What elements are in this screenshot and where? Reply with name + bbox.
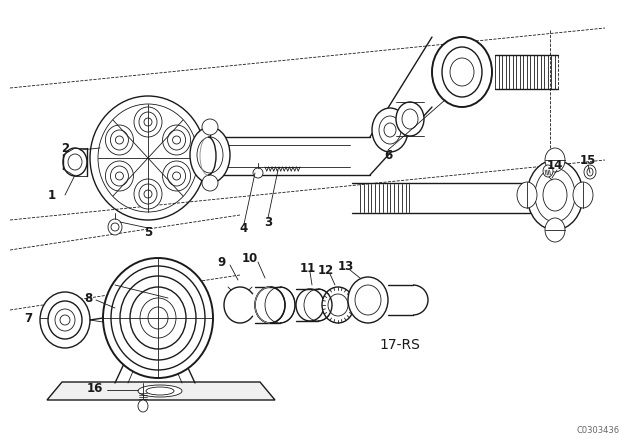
Text: 3: 3: [264, 215, 272, 228]
Ellipse shape: [103, 258, 213, 378]
Text: 7: 7: [24, 311, 32, 324]
Ellipse shape: [173, 136, 180, 144]
Text: 2: 2: [61, 142, 69, 155]
Text: 5: 5: [144, 225, 152, 238]
Ellipse shape: [202, 175, 218, 191]
Text: 12: 12: [318, 263, 334, 276]
Ellipse shape: [163, 125, 191, 155]
Text: C0303436: C0303436: [577, 426, 620, 435]
Ellipse shape: [108, 219, 122, 235]
Ellipse shape: [120, 276, 196, 360]
Ellipse shape: [253, 168, 263, 178]
Text: 13: 13: [338, 259, 354, 272]
Ellipse shape: [163, 161, 191, 191]
Ellipse shape: [115, 136, 124, 144]
Ellipse shape: [322, 287, 354, 323]
Ellipse shape: [517, 182, 537, 208]
Text: 8: 8: [84, 292, 92, 305]
Text: 15: 15: [580, 154, 596, 167]
Ellipse shape: [190, 127, 230, 183]
Text: 10: 10: [242, 251, 258, 264]
Ellipse shape: [202, 119, 218, 135]
Text: 4: 4: [240, 221, 248, 234]
Ellipse shape: [55, 309, 75, 331]
Text: 6: 6: [384, 148, 392, 161]
Ellipse shape: [63, 148, 87, 176]
Text: 1: 1: [48, 189, 56, 202]
Ellipse shape: [115, 172, 124, 180]
Text: 11: 11: [300, 262, 316, 275]
Ellipse shape: [138, 400, 148, 412]
Text: 14: 14: [547, 159, 563, 172]
Ellipse shape: [106, 161, 133, 191]
Ellipse shape: [173, 172, 180, 180]
Ellipse shape: [144, 190, 152, 198]
Ellipse shape: [255, 287, 285, 323]
Ellipse shape: [573, 182, 593, 208]
Ellipse shape: [584, 165, 596, 179]
Ellipse shape: [140, 298, 176, 338]
Ellipse shape: [432, 37, 492, 107]
Ellipse shape: [134, 179, 162, 209]
Ellipse shape: [396, 102, 424, 136]
Text: 9: 9: [218, 255, 226, 268]
Text: 17-RS: 17-RS: [380, 338, 420, 352]
Ellipse shape: [527, 160, 583, 230]
Ellipse shape: [40, 292, 90, 348]
Ellipse shape: [296, 289, 324, 321]
Ellipse shape: [348, 277, 388, 323]
Ellipse shape: [372, 108, 408, 152]
Ellipse shape: [138, 385, 182, 397]
Ellipse shape: [144, 118, 152, 126]
Ellipse shape: [545, 218, 565, 242]
Ellipse shape: [134, 107, 162, 137]
Polygon shape: [47, 382, 275, 400]
Ellipse shape: [545, 148, 565, 172]
Ellipse shape: [106, 125, 133, 155]
Text: 16: 16: [87, 382, 103, 395]
Ellipse shape: [543, 165, 553, 177]
